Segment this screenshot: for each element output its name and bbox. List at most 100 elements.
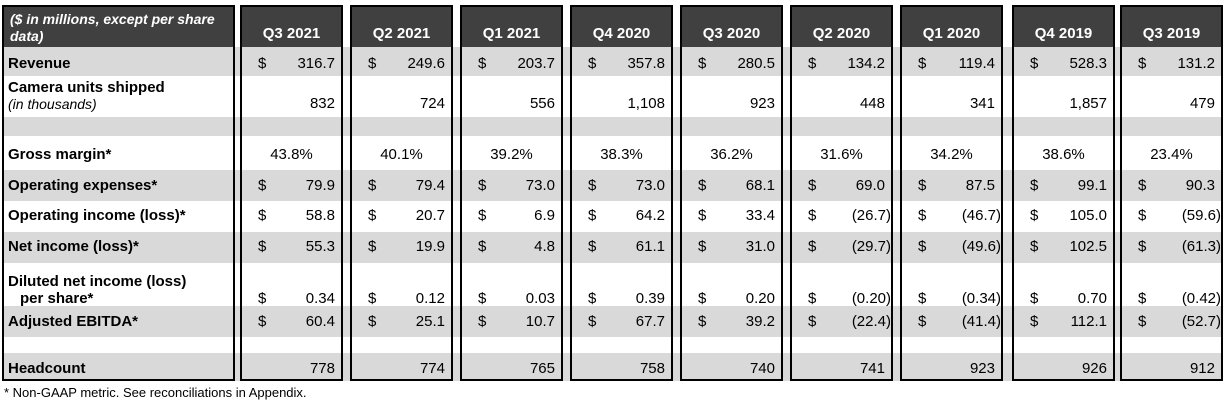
cell-value: 10.7 bbox=[525, 313, 555, 330]
cell-value: 31.6% bbox=[820, 146, 863, 163]
currency-symbol: $ bbox=[368, 313, 377, 330]
period-label: Q4 2019 bbox=[1034, 25, 1093, 42]
row-label-text: Net income (loss)* bbox=[8, 238, 139, 255]
cell-value: 316.7 bbox=[297, 55, 335, 72]
cell-value: 134.2 bbox=[847, 55, 885, 72]
currency-symbol: $ bbox=[588, 238, 597, 255]
currency-symbol: $ bbox=[478, 238, 487, 255]
period-label: Q4 2020 bbox=[592, 25, 651, 42]
band-headcount bbox=[2, 353, 1223, 381]
currency-symbol: $ bbox=[258, 177, 267, 194]
currency-symbol: $ bbox=[1030, 290, 1039, 307]
currency-symbol: $ bbox=[1030, 177, 1039, 194]
band-opex bbox=[2, 170, 1223, 201]
cell-value: 341 bbox=[969, 95, 995, 112]
currency-symbol: $ bbox=[698, 290, 707, 307]
row-label: Operating income (loss)* bbox=[8, 207, 186, 224]
currency-symbol: $ bbox=[1030, 207, 1039, 224]
cell-value: 64.2 bbox=[635, 207, 665, 224]
header-period-cell: Q1 2021 bbox=[460, 5, 563, 47]
currency-symbol: $ bbox=[478, 177, 487, 194]
cell-value: (52.7) bbox=[1181, 313, 1221, 330]
row-label: Net income (loss)* bbox=[8, 238, 139, 255]
cell-value: 25.1 bbox=[415, 313, 445, 330]
footnote: * Non-GAAP metric. See reconciliations i… bbox=[4, 385, 307, 400]
cell-value: 0.70 bbox=[1077, 290, 1107, 307]
cell-value: 740 bbox=[749, 360, 775, 377]
currency-symbol: $ bbox=[368, 177, 377, 194]
period-label: Q3 2020 bbox=[702, 25, 761, 42]
cell-value: 79.9 bbox=[305, 177, 335, 194]
currency-symbol: $ bbox=[478, 207, 487, 224]
cell-value: (46.7) bbox=[961, 207, 1001, 224]
period-label: Q1 2021 bbox=[482, 25, 541, 42]
cell-value: 479 bbox=[1189, 95, 1215, 112]
currency-symbol: $ bbox=[258, 55, 267, 72]
band-ebitda bbox=[2, 306, 1223, 337]
row-label-text: Headcount bbox=[8, 360, 86, 377]
currency-symbol: $ bbox=[808, 290, 817, 307]
cell-value: 36.2% bbox=[710, 146, 753, 163]
currency-symbol: $ bbox=[1138, 238, 1147, 255]
band-spacer bbox=[2, 117, 1223, 136]
row-label: Operating expenses* bbox=[8, 177, 157, 194]
cell-value: 58.8 bbox=[305, 207, 335, 224]
row-label-text: Operating expenses* bbox=[8, 177, 158, 194]
cell-value: 832 bbox=[309, 95, 335, 112]
cell-value: 758 bbox=[639, 360, 665, 377]
cell-value: 6.9 bbox=[534, 207, 555, 224]
currency-symbol: $ bbox=[368, 207, 377, 224]
currency-symbol: $ bbox=[698, 238, 707, 255]
cell-value: 43.8% bbox=[270, 146, 313, 163]
unit-note: ($ in millions, except per share data) bbox=[10, 11, 215, 44]
row-label: Adjusted EBITDA* bbox=[8, 313, 138, 330]
cell-value: 20.7 bbox=[415, 207, 445, 224]
cell-value: 33.4 bbox=[745, 207, 775, 224]
currency-symbol: $ bbox=[698, 207, 707, 224]
cell-value: 0.12 bbox=[415, 290, 445, 307]
currency-symbol: $ bbox=[1138, 207, 1147, 224]
band-netincome bbox=[2, 232, 1223, 263]
currency-symbol: $ bbox=[918, 177, 927, 194]
cell-value: 105.0 bbox=[1069, 207, 1107, 224]
currency-symbol: $ bbox=[918, 238, 927, 255]
currency-symbol: $ bbox=[258, 207, 267, 224]
cell-value: (0.42) bbox=[1181, 290, 1221, 307]
currency-symbol: $ bbox=[258, 238, 267, 255]
currency-symbol: $ bbox=[1030, 238, 1039, 255]
cell-value: 38.3% bbox=[600, 146, 643, 163]
period-label: Q2 2020 bbox=[812, 25, 871, 42]
cell-value: 357.8 bbox=[627, 55, 665, 72]
period-label: Q3 2021 bbox=[262, 25, 321, 42]
row-label-text: Gross margin* bbox=[8, 146, 112, 163]
cell-value: 90.3 bbox=[1185, 177, 1215, 194]
cell-value: 38.6% bbox=[1042, 146, 1085, 163]
row-sublabel: (in thousands) bbox=[8, 96, 97, 112]
row-label: Revenue bbox=[8, 55, 71, 72]
currency-symbol: $ bbox=[1138, 290, 1147, 307]
header-period-cell: Q1 2020 bbox=[900, 5, 1003, 47]
cell-value: (49.6) bbox=[961, 238, 1001, 255]
row-label: Diluted net income (loss) per share* bbox=[8, 273, 186, 307]
cell-value: 774 bbox=[419, 360, 445, 377]
cell-value: 528.3 bbox=[1069, 55, 1107, 72]
cell-value: 1,108 bbox=[627, 95, 665, 112]
cell-value: 778 bbox=[309, 360, 335, 377]
currency-symbol: $ bbox=[1138, 177, 1147, 194]
currency-symbol: $ bbox=[588, 177, 597, 194]
period-label: Q1 2020 bbox=[922, 25, 981, 42]
row-label: Camera units shipped (in thousands) bbox=[8, 79, 165, 113]
cell-value: 112.1 bbox=[1070, 313, 1107, 330]
row-label-text: Camera units shipped bbox=[8, 79, 165, 96]
cell-value: 765 bbox=[529, 360, 555, 377]
cell-value: (0.34) bbox=[961, 290, 1001, 307]
row-label: Headcount bbox=[8, 360, 86, 377]
cell-value: (29.7) bbox=[851, 238, 891, 255]
currency-symbol: $ bbox=[368, 55, 377, 72]
currency-symbol: $ bbox=[808, 177, 817, 194]
currency-symbol: $ bbox=[918, 55, 927, 72]
cell-value: 0.39 bbox=[635, 290, 665, 307]
row-label-text: Adjusted EBITDA* bbox=[8, 313, 139, 330]
currency-symbol: $ bbox=[698, 55, 707, 72]
cell-value: 23.4% bbox=[1150, 146, 1193, 163]
